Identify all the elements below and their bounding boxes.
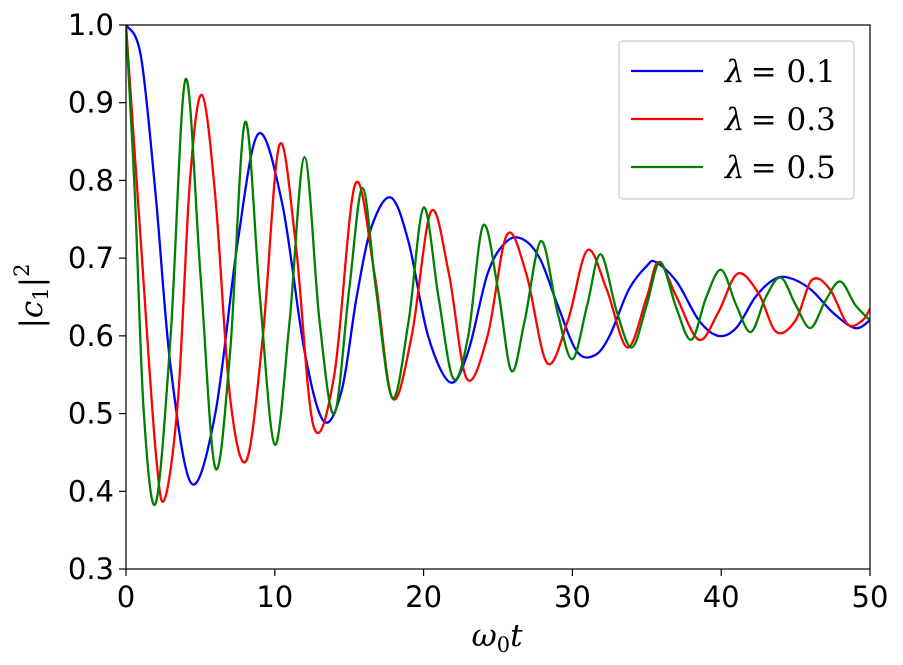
y-tick-label: 1.0 [68,8,114,42]
x-tick-label: 10 [256,580,293,614]
legend-label-1: λ = 0.1 [723,54,836,90]
y-tick-label: 0.3 [68,552,114,586]
legend-label-3: λ = 0.5 [723,150,836,186]
series-layer [126,25,870,507]
x-tick-label: 0 [117,580,135,614]
legend: λ = 0.1 λ = 0.3 λ = 0.5 [618,40,855,200]
x-tick-label: 50 [852,580,889,614]
x-axis-label: ω0t [471,618,523,657]
x-axis-ticks: 0 10 20 30 40 50 [117,569,889,614]
x-tick-label: 20 [405,580,442,614]
y-tick-label: 0.8 [68,163,114,197]
series-line-2 [126,25,870,503]
y-tick-label: 0.6 [68,319,114,353]
axes-frame [125,24,871,570]
x-tick-label: 30 [554,580,591,614]
y-tick-label: 0.9 [68,86,114,120]
y-tick-label: 0.5 [68,397,114,431]
y-tick-label: 0.7 [68,241,114,275]
y-tick-label: 0.4 [68,474,114,508]
series-line-1 [126,25,870,486]
series-line-3 [126,25,870,507]
legend-box [618,40,855,200]
y-axis-ticks: 0.3 0.4 0.5 0.6 0.7 0.8 0.9 1.0 [68,8,126,586]
y-axis-label: |c1|2 [10,263,53,328]
legend-label-2: λ = 0.3 [723,102,836,138]
x-tick-label: 40 [703,580,740,614]
